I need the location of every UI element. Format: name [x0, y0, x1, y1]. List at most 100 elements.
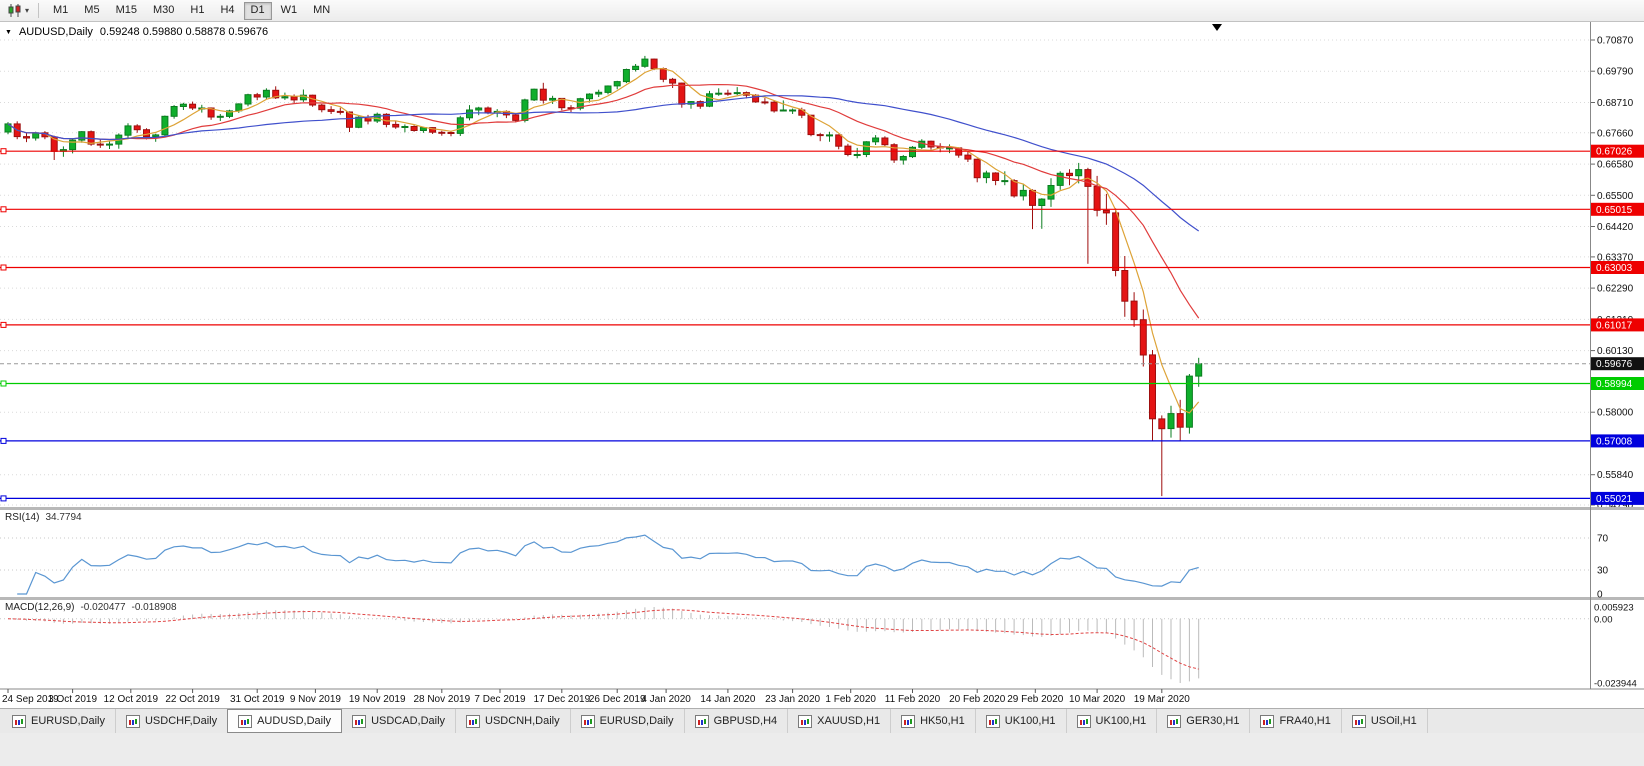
svg-text:70: 70 — [1597, 534, 1609, 545]
hline-0-58994[interactable]: 0.58994 — [0, 377, 1644, 390]
current-price-line: 0.59676 — [0, 357, 1644, 371]
chart-tab-usdcad-daily[interactable]: USDCAD,Daily — [342, 709, 457, 733]
chart-tab-label: USDCNH,Daily — [485, 715, 560, 727]
timeframe-button-m5[interactable]: M5 — [77, 2, 106, 20]
chart-tab-label: UK100,H1 — [1004, 715, 1056, 727]
macd-histogram[interactable] — [16, 607, 1200, 683]
chart-symbol-period: AUDUSD,Daily — [18, 26, 93, 38]
timeframe-button-d1[interactable]: D1 — [243, 1, 272, 20]
mini-chart-icon — [1167, 714, 1182, 728]
chart-tab-usdcnh-daily[interactable]: USDCNH,Daily — [456, 709, 571, 733]
svg-text:10 Mar 2020: 10 Mar 2020 — [1069, 694, 1126, 705]
chart-tab-uk100-h1[interactable]: UK100,H1 — [976, 709, 1067, 733]
svg-text:0.58000: 0.58000 — [1597, 408, 1634, 419]
chart-tab-hk50-h1[interactable]: HK50,H1 — [891, 709, 976, 733]
mini-chart-icon — [352, 714, 367, 728]
chart-tab-eurusd-daily[interactable]: EURUSD,Daily — [2, 709, 116, 733]
timeframe-button-m30[interactable]: M30 — [146, 2, 181, 20]
chart-tab-uk100-h1[interactable]: UK100,H1 — [1067, 709, 1158, 733]
chart-area[interactable]: 0.70870 0.69790 0.68710 0.67660 0.66580 0.655… — [0, 22, 1644, 708]
svg-text:0.60130: 0.60130 — [1597, 346, 1634, 357]
chart-tab-usdchf-daily[interactable]: USDCHF,Daily — [116, 709, 229, 733]
svg-text:0.63370: 0.63370 — [1597, 252, 1634, 263]
chart-tab-label: EURUSD,Daily — [31, 715, 105, 727]
hline-0-65015[interactable]: 0.65015 — [0, 202, 1644, 216]
chart-tab-label: USDCHF,Daily — [144, 715, 218, 727]
macd-signal-line[interactable] — [7, 609, 1199, 670]
svg-text:0.00: 0.00 — [1594, 614, 1613, 625]
hline-0-55021[interactable]: 0.55021 — [0, 491, 1644, 505]
svg-text:0.67660: 0.67660 — [1597, 128, 1634, 139]
svg-text:19 Nov 2019: 19 Nov 2019 — [349, 694, 406, 705]
chart-tab-label: HK50,H1 — [920, 715, 965, 727]
pane-separator[interactable] — [0, 507, 1644, 510]
hline-0-67026[interactable]: 0.67026 — [0, 144, 1644, 158]
svg-text:29 Feb 2020: 29 Feb 2020 — [1007, 694, 1064, 705]
triangle-down-icon[interactable]: ▼ — [5, 28, 12, 36]
timeframe-button-h4[interactable]: H4 — [213, 2, 241, 20]
chart-tab-fra40-h1[interactable]: FRA40,H1 — [1250, 709, 1342, 733]
mini-chart-icon — [12, 714, 26, 728]
chart-tab-eurusd-daily[interactable]: EURUSD,Daily — [571, 709, 685, 733]
rsi-line[interactable] — [17, 534, 1199, 595]
svg-text:0.55021: 0.55021 — [1596, 494, 1633, 505]
mini-chart-icon — [901, 714, 916, 728]
mini-chart-icon — [466, 714, 481, 728]
svg-text:17 Dec 2019: 17 Dec 2019 — [533, 694, 590, 705]
chart-ohlc-values: 0.59248 0.59880 0.58878 0.59676 — [99, 26, 269, 38]
svg-text:1 Feb 2020: 1 Feb 2020 — [825, 694, 876, 705]
mini-chart-icon — [1076, 714, 1091, 728]
svg-text:0.59676: 0.59676 — [1596, 359, 1633, 370]
mini-chart-icon — [125, 714, 140, 728]
ma-line-34[interactable] — [7, 95, 1200, 232]
chart-tab-xauusd-h1[interactable]: XAUUSD,H1 — [788, 709, 892, 733]
svg-text:0: 0 — [1597, 590, 1603, 601]
pane-separator[interactable] — [0, 597, 1644, 600]
timeframe-button-w1[interactable]: W1 — [274, 2, 305, 20]
svg-text:11 Feb 2020: 11 Feb 2020 — [885, 694, 941, 705]
hline-0-63003[interactable]: 0.63003 — [0, 261, 1644, 274]
ma-line-14[interactable] — [7, 83, 1200, 319]
svg-text:28 Nov 2019: 28 Nov 2019 — [413, 694, 470, 705]
hline-0-57008[interactable]: 0.57008 — [0, 434, 1644, 448]
svg-text:0.63003: 0.63003 — [1596, 263, 1633, 274]
svg-text:9 Nov 2019: 9 Nov 2019 — [290, 694, 342, 705]
svg-text:12 Oct 2019: 12 Oct 2019 — [104, 694, 159, 705]
svg-text:0.70870: 0.70870 — [1597, 36, 1634, 47]
svg-text:20 Feb 2020: 20 Feb 2020 — [949, 694, 1006, 705]
chart-tab-audusd-daily[interactable]: AUDUSD,Daily — [227, 709, 343, 733]
chart-tab-label: AUDUSD,Daily — [257, 715, 332, 727]
svg-text:23 Jan 2020: 23 Jan 2020 — [765, 694, 820, 705]
chevron-down-icon[interactable]: ▾ — [25, 6, 30, 15]
chart-tab-ger30-h1[interactable]: GER30,H1 — [1157, 709, 1251, 733]
svg-text:31 Oct 2019: 31 Oct 2019 — [230, 694, 285, 705]
mini-chart-icon — [798, 714, 813, 728]
rsi-name: RSI(14) — [5, 512, 40, 523]
chart-canvas[interactable]: 0.70870 0.69790 0.68710 0.67660 0.66580 0.655… — [0, 22, 1644, 708]
svg-text:0.005923: 0.005923 — [1594, 603, 1634, 614]
chart-tab-gbpusd-h4[interactable]: GBPUSD,H4 — [685, 709, 789, 733]
timeframe-button-m15[interactable]: M15 — [109, 2, 144, 20]
svg-text:24 Sep 2019: 24 Sep 2019 — [2, 694, 59, 705]
ma-line-5[interactable] — [7, 67, 1200, 414]
svg-text:4 Jan 2020: 4 Jan 2020 — [641, 694, 691, 705]
toolbar-separator — [38, 3, 40, 18]
svg-text:0.64420: 0.64420 — [1597, 222, 1634, 233]
triangle-down-marker[interactable] — [1212, 24, 1222, 31]
svg-text:0.65500: 0.65500 — [1597, 191, 1634, 202]
timeframe-button-mn[interactable]: MN — [306, 2, 337, 20]
svg-text:-0.023944: -0.023944 — [1594, 679, 1637, 690]
svg-text:0.62290: 0.62290 — [1597, 284, 1634, 295]
svg-text:0.65015: 0.65015 — [1596, 205, 1633, 216]
rsi-value: 34.7794 — [45, 512, 82, 523]
hline-0-61017[interactable]: 0.61017 — [0, 318, 1644, 332]
svg-text:19 Mar 2020: 19 Mar 2020 — [1134, 694, 1191, 705]
svg-text:0.58994: 0.58994 — [1596, 379, 1633, 390]
svg-text:0.67026: 0.67026 — [1596, 147, 1633, 158]
timeframe-button-h1[interactable]: H1 — [183, 2, 211, 20]
timeframe-button-m1[interactable]: M1 — [46, 2, 75, 20]
chart-tab-usoil-h1[interactable]: USOil,H1 — [1342, 709, 1428, 733]
candles[interactable] — [4, 55, 1203, 497]
candlestick-chart-icon[interactable] — [5, 2, 25, 20]
